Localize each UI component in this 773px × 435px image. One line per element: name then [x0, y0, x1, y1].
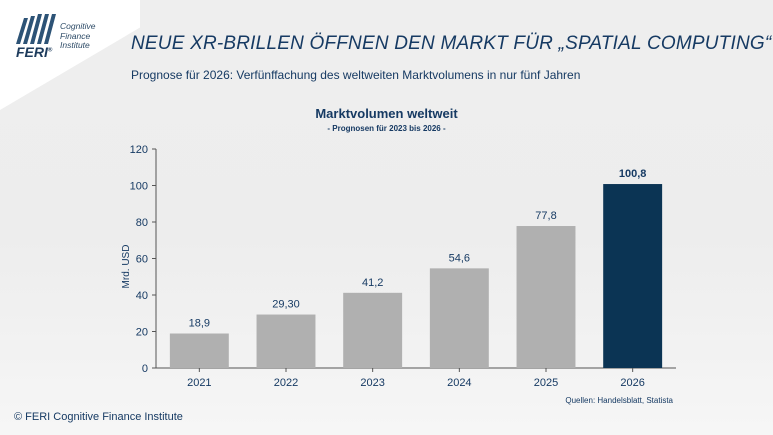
y-tick-label: 60 — [136, 254, 148, 266]
x-tick-label: 2024 — [447, 377, 471, 389]
logo-bars-icon — [16, 14, 56, 44]
logo-wordmark: FERI® — [16, 44, 53, 60]
feri-logo: FERI® Cognitive Finance Institute — [8, 10, 108, 72]
y-tick-label: 0 — [142, 363, 148, 375]
data-label: 54,6 — [449, 252, 470, 264]
page-title: NEUE XR-BRILLEN ÖFFNEN DEN MARKT FÜR „SP… — [131, 33, 772, 54]
bar — [256, 314, 316, 368]
y-axis-label: Mrd. USD — [121, 245, 132, 289]
data-label: 100,8 — [619, 168, 647, 180]
source-note: Quellen: Handelsblatt, Statista — [565, 396, 673, 405]
data-label: 18,9 — [189, 318, 210, 330]
y-tick-label: 80 — [136, 217, 148, 229]
bar — [516, 226, 576, 368]
y-tick-label: 40 — [136, 290, 148, 302]
x-tick-label: 2023 — [360, 377, 384, 389]
bar — [429, 268, 489, 368]
bar — [169, 333, 229, 368]
x-tick-label: 2022 — [274, 377, 298, 389]
page-subtitle: Prognose für 2026: Verfünffachung des we… — [131, 68, 581, 82]
copyright-note: © FERI Cognitive Finance Institute — [14, 411, 183, 423]
x-tick-label: 2021 — [187, 377, 211, 389]
bar — [603, 184, 663, 368]
y-tick-label: 100 — [130, 181, 148, 193]
data-label: 41,2 — [362, 277, 383, 289]
bar — [343, 292, 403, 368]
data-label: 77,8 — [535, 210, 556, 222]
y-tick-label: 120 — [130, 144, 148, 156]
chart-subtitle: - Prognosen für 2023 bis 2026 - — [327, 124, 446, 133]
data-label: 29,30 — [272, 299, 300, 311]
y-tick-label: 20 — [136, 327, 148, 339]
x-tick-label: 2025 — [534, 377, 558, 389]
logo-tagline: Cognitive Finance Institute — [60, 21, 96, 50]
chart-title: Marktvolumen weltweit — [315, 106, 458, 121]
x-tick-label: 2026 — [620, 377, 644, 389]
